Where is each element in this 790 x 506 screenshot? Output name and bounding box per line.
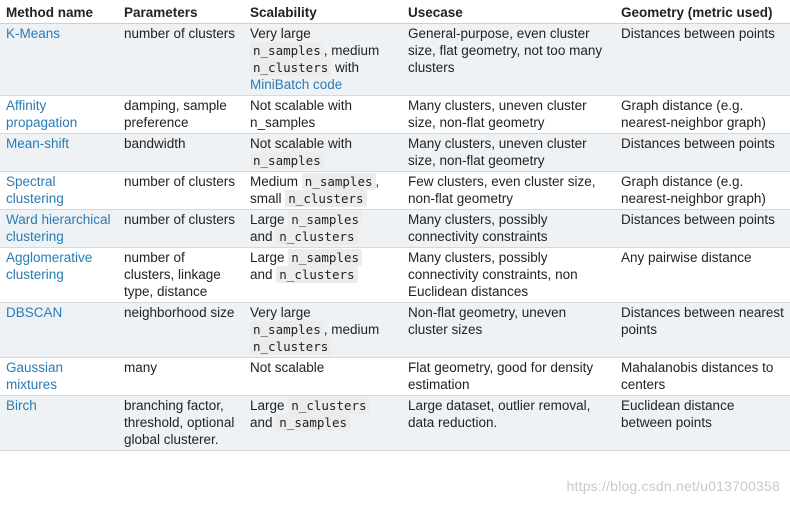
usecase-cell: Few clusters, even cluster size, non-fla… — [402, 171, 615, 210]
usecase-cell: Many clusters, possibly connectivity con… — [402, 247, 615, 303]
params-cell: number of clusters — [118, 171, 244, 210]
table-row: Spectral clustering number of clusters M… — [0, 171, 790, 210]
params-cell: number of clusters — [118, 23, 244, 96]
geometry-cell: Distances between nearest points — [615, 302, 790, 358]
params-cell: many — [118, 357, 244, 396]
scalability-cell: Not scalable — [244, 357, 402, 396]
usecase-cell: Many clusters, possibly connectivity con… — [402, 209, 615, 248]
geometry-cell: Distances between points — [615, 209, 790, 248]
method-link[interactable]: Ward hierarchical clustering — [6, 212, 111, 244]
table-row: K-Means number of clusters Very large n_s… — [0, 23, 790, 96]
usecase-cell: Flat geometry, good for density estimati… — [402, 357, 615, 396]
geometry-cell: Euclidean distance between points — [615, 395, 790, 451]
code-span: n_samples — [288, 249, 363, 266]
header-geometry: Geometry (metric used) — [615, 0, 790, 24]
code-span: n_samples — [301, 173, 376, 190]
geometry-cell: Distances between points — [615, 133, 790, 172]
scalability-cell: Not scalable with n_samples — [244, 133, 402, 172]
header-scalability: Scalability — [244, 0, 402, 24]
table-row: Birch branching factor, threshold, optio… — [0, 395, 790, 451]
code-span: n_samples — [276, 414, 351, 431]
header-usecase: Usecase — [402, 0, 615, 24]
method-link[interactable]: Affinity propagation — [6, 98, 78, 130]
geometry-cell: Distances between points — [615, 23, 790, 96]
scalability-cell: Very large n_samples, medium n_clusters — [244, 302, 402, 358]
method-link[interactable]: DBSCAN — [6, 305, 63, 320]
minibatch-link[interactable]: MiniBatch code — [250, 77, 343, 92]
code-span: n_samples — [288, 211, 363, 228]
method-link[interactable]: Spectral clustering — [6, 174, 64, 206]
params-cell: branching factor, threshold, optional gl… — [118, 395, 244, 451]
table-row: Agglomerative clustering number of clust… — [0, 247, 790, 303]
method-link[interactable]: Gaussian mixtures — [6, 360, 64, 392]
header-parameters: Parameters — [118, 0, 244, 24]
scalability-cell: Medium n_samples, small n_clusters — [244, 171, 402, 210]
geometry-cell: Mahalanobis distances to centers — [615, 357, 790, 396]
usecase-cell: Non-flat geometry, uneven cluster sizes — [402, 302, 615, 358]
geometry-cell: Any pairwise distance — [615, 247, 790, 303]
params-cell: damping, sample preference — [118, 95, 244, 134]
code-span: n_clusters — [276, 266, 358, 283]
usecase-cell: General-purpose, even cluster size, flat… — [402, 23, 615, 96]
table-row: Ward hierarchical clustering number of c… — [0, 209, 790, 248]
code-span: n_clusters — [288, 397, 370, 414]
params-cell: neighborhood size — [118, 302, 244, 358]
geometry-cell: Graph distance (e.g. nearest-neighbor gr… — [615, 171, 790, 210]
header-row: Method name Parameters Scalability Useca… — [0, 0, 790, 24]
params-cell: number of clusters, linkage type, distan… — [118, 247, 244, 303]
method-link[interactable]: K-Means — [6, 26, 61, 41]
watermark: https://blog.csdn.net/u013700358 — [566, 478, 780, 494]
geometry-cell: Graph distance (e.g. nearest-neighbor gr… — [615, 95, 790, 134]
scalability-cell: Large n_samples and n_clusters — [244, 209, 402, 248]
usecase-cell: Many clusters, uneven cluster size, non-… — [402, 133, 615, 172]
params-cell: bandwidth — [118, 133, 244, 172]
code-span: n_clusters — [285, 190, 367, 207]
table-row: DBSCAN neighborhood size Very large n_sa… — [0, 302, 790, 358]
usecase-cell: Many clusters, uneven cluster size, non-… — [402, 95, 615, 134]
clustering-comparison-table: Method name Parameters Scalability Useca… — [0, 0, 790, 451]
header-method: Method name — [0, 0, 118, 24]
scalability-cell: Very large n_samples, medium n_clusters wi… — [244, 23, 402, 96]
code-span: n_samples — [250, 152, 324, 169]
code-span: n_samples — [250, 42, 324, 59]
scalability-cell: Large n_samples and n_clusters — [244, 247, 402, 303]
scalability-cell: Not scalable with n_samples — [244, 95, 402, 134]
method-link[interactable]: Mean-shift — [6, 136, 70, 151]
usecase-cell: Large dataset, outlier removal, data red… — [402, 395, 615, 451]
method-link[interactable]: Birch — [6, 398, 37, 413]
code-span: n_clusters — [276, 228, 358, 245]
table-row: Affinity propagation damping, sample pre… — [0, 95, 790, 134]
table-row: Mean-shift bandwidth Not scalable with n… — [0, 133, 790, 172]
code-span: n_clusters — [250, 59, 332, 76]
method-link[interactable]: Agglomerative clustering — [6, 250, 93, 282]
params-cell: number of clusters — [118, 209, 244, 248]
code-span: n_samples — [250, 321, 324, 338]
scalability-cell: Large n_clusters and n_samples — [244, 395, 402, 451]
table-row: Gaussian mixtures many Not scalable Flat… — [0, 357, 790, 396]
code-span: n_clusters — [250, 338, 332, 355]
